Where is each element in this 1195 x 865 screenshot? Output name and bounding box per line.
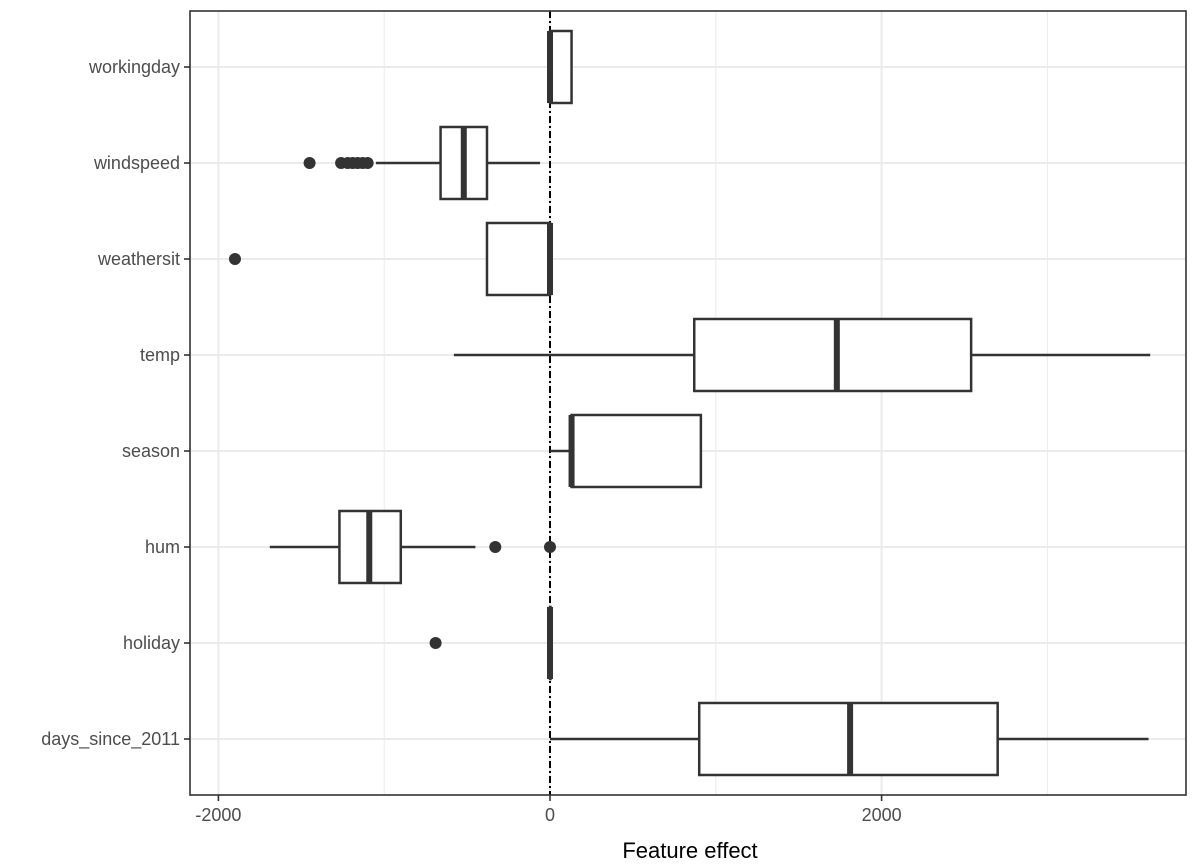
outlier-point — [489, 541, 501, 553]
box-workingday — [550, 31, 572, 103]
y-tick-label-days_since_2011: days_since_2011 — [41, 729, 180, 750]
y-tick-label-weathersit: weathersit — [97, 249, 180, 269]
x-axis: -2000 0 2000 — [195, 795, 901, 825]
y-tick-label-workingday: workingday — [88, 57, 180, 77]
y-tick-label-windspeed: windspeed — [93, 153, 180, 173]
box-iqr — [550, 31, 572, 103]
box-iqr — [572, 415, 701, 487]
outlier-point — [362, 157, 374, 169]
box-iqr — [487, 223, 550, 295]
outlier-point — [430, 637, 442, 649]
outlier-point — [544, 541, 556, 553]
x-tick-label: 2000 — [862, 805, 902, 825]
outlier-point — [229, 253, 241, 265]
y-tick-label-holiday: holiday — [123, 633, 180, 653]
x-tick-label: 0 — [545, 805, 555, 825]
y-tick-label-temp: temp — [140, 345, 180, 365]
outlier-point — [304, 157, 316, 169]
box-iqr — [694, 319, 971, 391]
y-axis: workingday windspeed weathersit temp season h… — [41, 57, 190, 750]
x-axis-title: Feature effect — [622, 838, 757, 863]
box-season — [550, 415, 701, 487]
y-tick-label-season: season — [122, 441, 180, 461]
x-tick-label: -2000 — [195, 805, 241, 825]
y-tick-label-hum: hum — [145, 537, 180, 557]
panel-background — [190, 11, 1186, 795]
